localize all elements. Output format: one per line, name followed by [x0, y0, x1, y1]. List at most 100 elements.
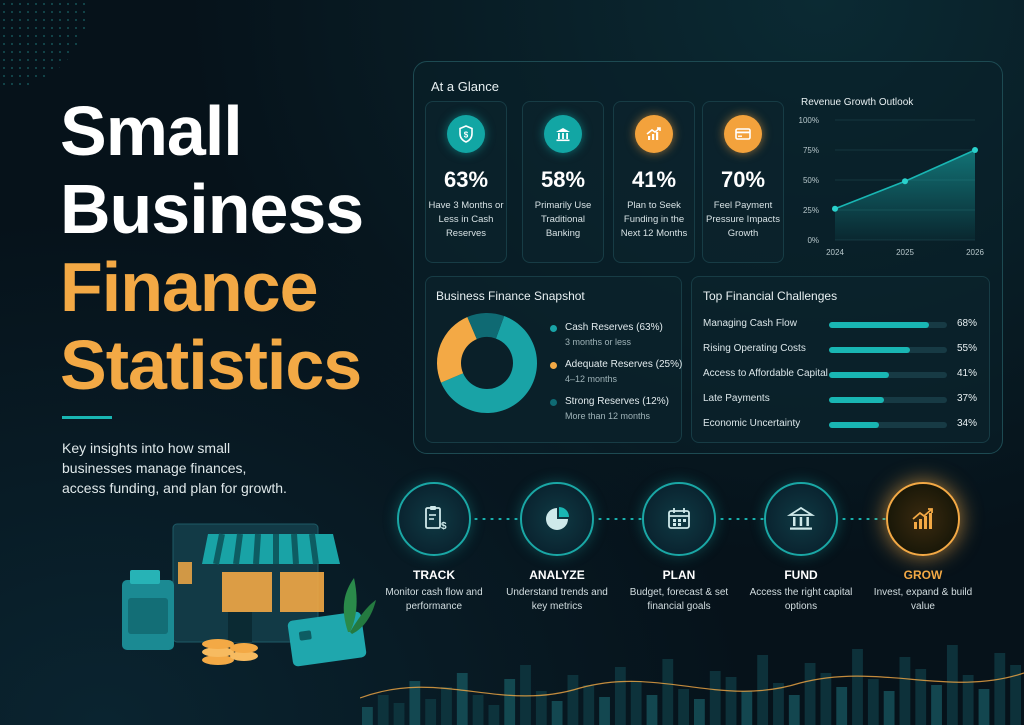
challenge-bar-track: [829, 422, 947, 428]
skyline-bar: [1010, 665, 1021, 725]
challenge-label: Rising Operating Costs: [703, 343, 806, 354]
legend-sublabel: 3 months or less: [565, 337, 632, 347]
bank-icon: [764, 482, 838, 556]
legend-swatch: [550, 399, 557, 406]
y-tick-label: 0%: [807, 236, 819, 245]
skyline-bar: [820, 673, 832, 725]
calendar-icon: [642, 482, 716, 556]
skyline-bar: [946, 645, 958, 725]
challenge-label: Managing Cash Flow: [703, 318, 797, 329]
step-fund: FUND Access the right capital options: [741, 482, 861, 614]
stat-card: 70% Feel Payment Pressure Impacts Growth: [702, 101, 784, 263]
skyline-bar: [456, 673, 468, 725]
stat-value: 41%: [631, 167, 677, 192]
snapshot-title: Business Finance Snapshot: [436, 289, 585, 303]
x-tick-label: 2025: [896, 248, 914, 257]
step-analyze: ANALYZE Understand trends and key metric…: [497, 482, 617, 614]
challenge-bar: [829, 397, 884, 403]
skyline-bar: [393, 703, 405, 725]
x-tick-label: 2024: [826, 248, 844, 257]
skyline-bar: [567, 675, 579, 725]
challenges-card: [691, 276, 990, 443]
y-tick-label: 50%: [803, 176, 819, 185]
skyline-bar: [662, 659, 674, 725]
skyline-bar: [931, 685, 942, 725]
shop-door: [228, 612, 252, 642]
bar-growth-icon: [886, 482, 960, 556]
challenge-row: Access to Affordable Capital 41%: [703, 368, 993, 388]
step-description: Access the right capital options: [749, 587, 853, 612]
glance-heading: At a Glance: [431, 79, 499, 94]
stat-label: Primarily Use Traditional Banking: [534, 200, 592, 239]
legend-label: Strong Reserves (12%): [565, 396, 669, 407]
title-line-2: Business: [60, 170, 364, 248]
challenge-bar: [829, 422, 880, 428]
step-plan: PLAN Budget, forecast & set financial go…: [619, 482, 739, 614]
revenue-chart-title: Revenue Growth Outlook: [801, 97, 914, 108]
plant: [343, 578, 376, 634]
legend-label: Cash Reserves (63%): [565, 322, 663, 333]
credit-card-icon: [724, 115, 762, 153]
stat-label: Plan to Seek Funding in the Next 12 Mont…: [620, 200, 688, 239]
shield-dollar-icon: $: [447, 115, 485, 153]
step-name: GROW: [903, 568, 943, 582]
step-description: Understand trends and key metrics: [506, 587, 608, 612]
donut-slice: [441, 316, 537, 413]
data-point: [972, 147, 978, 153]
skyline-bar: [504, 679, 516, 725]
challenges-title: Top Financial Challenges: [703, 289, 838, 303]
challenge-label: Access to Affordable Capital: [703, 368, 828, 379]
skyline-bar: [852, 649, 863, 725]
skyline-bar: [725, 677, 737, 725]
y-tick-label: 100%: [799, 116, 819, 125]
donut-slice: [467, 313, 505, 340]
step-connector: [472, 517, 518, 521]
skyline-bar: [646, 695, 658, 725]
skyline-bar: [678, 689, 689, 725]
step-name: TRACK: [413, 568, 455, 582]
page-subtitle: Key insights into how small businesses m…: [62, 440, 287, 496]
challenge-row: Economic Uncertainty 34%: [703, 418, 993, 438]
challenge-bar-track: [829, 347, 947, 353]
stat-card: $ 63% Have 3 Months or Less in Cash Rese…: [425, 101, 507, 263]
step-connector: [596, 517, 642, 521]
skyline-bar: [441, 687, 452, 725]
challenge-bar-track: [829, 372, 947, 378]
step-description: Invest, expand & build value: [873, 587, 973, 612]
shop-window: [222, 572, 272, 612]
title-divider: [62, 416, 112, 419]
skyline-bar: [978, 689, 990, 725]
legend-swatch: [550, 325, 557, 332]
title-line-4: Statistics: [60, 326, 362, 404]
skyline-bar: [994, 653, 1006, 725]
shop-window: [280, 572, 324, 612]
svg-text:$: $: [441, 521, 447, 532]
challenge-value: 68%: [957, 318, 978, 329]
skyline-bar: [583, 685, 595, 725]
skyline-bar: [362, 707, 373, 725]
skyline-bar: [899, 657, 911, 725]
legend-sublabel: 4–12 months: [565, 374, 618, 384]
challenge-bar: [829, 347, 911, 353]
step-connector: [840, 517, 886, 521]
legend-sublabel: More than 12 months: [565, 411, 651, 421]
revenue-growth-chart: 0% 25% 50% 75% 100% 2024 2025 2026: [799, 116, 985, 257]
skyline-bar: [551, 701, 563, 725]
receipt-icon: $: [397, 482, 471, 556]
challenge-bar: [829, 372, 890, 378]
skyline-bar: [694, 699, 705, 725]
y-tick-label: 75%: [803, 146, 819, 155]
skyline-bar: [788, 695, 800, 725]
decorative-wave: [360, 672, 1024, 699]
step-connector: [718, 517, 764, 521]
step-name: FUND: [784, 568, 818, 582]
decorative-bar-skyline: [360, 645, 1024, 725]
challenge-bar-track: [829, 397, 947, 403]
skyline-bar: [741, 691, 753, 725]
skyline-bar: [962, 675, 974, 725]
skyline-bar: [409, 681, 421, 725]
step-name: ANALYZE: [529, 568, 585, 582]
challenge-value: 37%: [957, 393, 978, 404]
stat-card: 41% Plan to Seek Funding in the Next 12 …: [613, 101, 695, 263]
awning: [202, 533, 340, 565]
